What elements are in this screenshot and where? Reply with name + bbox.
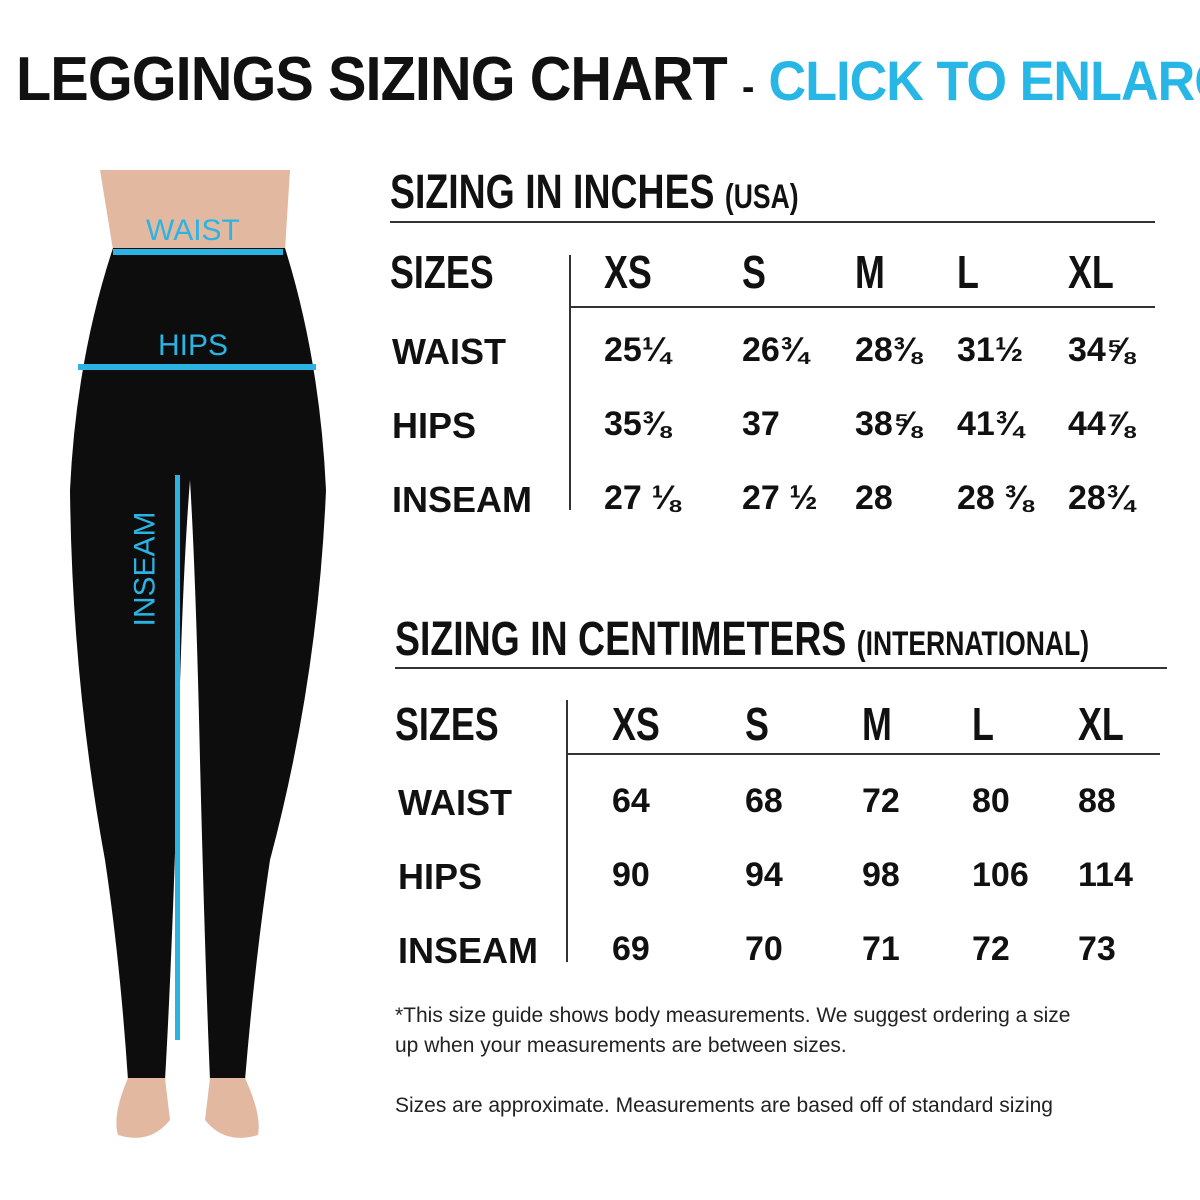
size-header: L (957, 246, 979, 298)
size-header: XS (604, 246, 652, 298)
divider (566, 700, 568, 962)
table-cell: 94 (745, 856, 783, 894)
table-cell: 70 (745, 930, 783, 968)
table-cell: 72 (862, 782, 900, 820)
table-cell: 35⅜ (604, 405, 671, 443)
waist-label: WAIST (146, 214, 240, 247)
size-header: XL (1078, 698, 1124, 750)
table-cell: 34⅝ (1068, 331, 1135, 369)
size-header: L (972, 698, 994, 750)
left-foot (116, 1078, 170, 1138)
leggings (70, 248, 326, 1080)
table-cell: 73 (1078, 930, 1116, 968)
footnote: *This size guide shows body measurements… (395, 1004, 1071, 1027)
table-cell: 27 ⅛ (604, 479, 680, 517)
table-cell: 28⅜ (855, 331, 922, 369)
size-header: XS (612, 698, 660, 750)
title-text: LEGGINGS SIZING CHART (16, 45, 728, 114)
torso (100, 170, 290, 250)
right-foot (205, 1078, 259, 1138)
divider (567, 753, 1160, 755)
waist-line (113, 249, 283, 255)
page-title[interactable]: LEGGINGS SIZING CHART - CLICK TO ENLARGE (16, 44, 1200, 115)
table-cell: 28 ⅜ (957, 479, 1033, 517)
table-cell: 68 (745, 782, 783, 820)
row-label: HIPS (392, 405, 477, 446)
inches-section-title: SIZING IN INCHES (USA) (390, 166, 799, 219)
table-cell: 44⅞ (1068, 405, 1135, 443)
size-header: S (745, 698, 769, 750)
table-cell: 28 (855, 479, 893, 517)
table-cell: 37 (742, 405, 780, 443)
title-separator: - (741, 65, 754, 109)
table-cell: 90 (612, 856, 650, 894)
row-label: INSEAM (398, 930, 539, 971)
row-label: HIPS (398, 856, 483, 897)
row-label: WAIST (398, 782, 512, 823)
size-header: S (742, 246, 766, 298)
hips-line (78, 364, 316, 370)
inseam-line (175, 475, 180, 1040)
table-cell: 80 (972, 782, 1010, 820)
table-cell: 64 (612, 782, 650, 820)
click-to-enlarge-link[interactable]: CLICK TO ENLARGE (768, 49, 1200, 112)
row-label: WAIST (392, 331, 506, 372)
divider (570, 306, 1155, 308)
row-label: INSEAM (392, 479, 533, 520)
table-cell: 38⅝ (855, 405, 922, 443)
table-cell: 27 ½ (742, 479, 818, 517)
table-cell: 114 (1078, 856, 1133, 894)
sizes-header: SIZES (390, 246, 494, 298)
table-cell: 72 (972, 930, 1010, 968)
footnote: up when your measurements are between si… (395, 1034, 847, 1057)
size-header: M (862, 698, 892, 750)
divider (395, 667, 1167, 669)
disclaimer: Sizes are approximate. Measurements are … (395, 1094, 1053, 1117)
table-cell: 26¾ (742, 331, 809, 369)
table-cell: 25¼ (604, 331, 671, 369)
divider (390, 221, 1155, 223)
hips-label: HIPS (158, 329, 229, 362)
table-cell: 31½ (957, 331, 1024, 369)
table-cell: 41¾ (957, 405, 1024, 443)
leggings-figure-illustration (70, 170, 326, 1138)
cm-section-title: SIZING IN CENTIMETERS (INTERNATIONAL) (395, 613, 1090, 666)
sizes-header: SIZES (395, 698, 499, 750)
size-header: M (855, 246, 885, 298)
table-cell: 98 (862, 856, 900, 894)
inseam-label: INSEAM (128, 511, 162, 627)
table-cell: 28¾ (1068, 479, 1135, 517)
table-cell: 69 (612, 930, 650, 968)
table-cell: 106 (972, 856, 1029, 894)
divider (569, 255, 571, 510)
table-cell: 71 (862, 930, 900, 968)
size-header: XL (1068, 246, 1114, 298)
table-cell: 88 (1078, 782, 1116, 820)
